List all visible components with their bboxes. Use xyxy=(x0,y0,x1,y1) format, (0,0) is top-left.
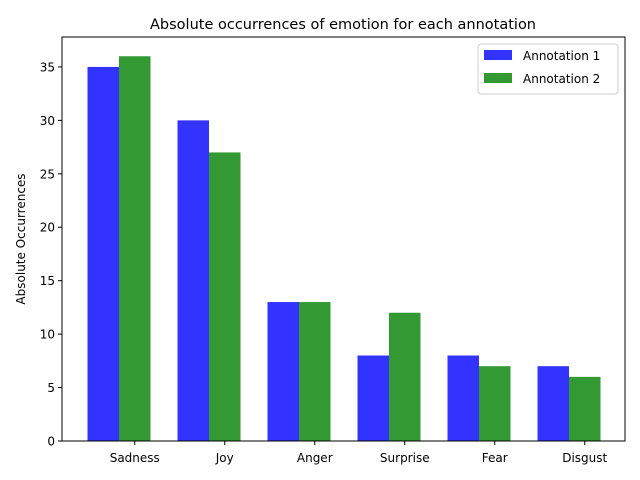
bar-annotation-2-sadness xyxy=(119,56,151,441)
legend-label-annotation-2: Annotation 2 xyxy=(523,72,600,86)
y-tick-label: 30 xyxy=(40,114,55,128)
bars-group xyxy=(87,56,601,441)
x-tick-label-surprise: Surprise xyxy=(380,451,430,465)
x-tick-label-anger: Anger xyxy=(297,451,333,465)
legend-box xyxy=(477,43,619,95)
bar-annotation-1-sadness xyxy=(87,66,119,441)
legend: Annotation 1 Annotation 2 xyxy=(477,43,619,95)
x-tick-label-disgust: Disgust xyxy=(562,451,607,465)
legend-label-annotation-1: Annotation 1 xyxy=(523,49,600,63)
bar-annotation-1-fear xyxy=(447,355,479,441)
y-tick-label: 35 xyxy=(40,60,55,74)
plot-area-frame xyxy=(61,36,626,442)
y-tick-label: 10 xyxy=(40,328,55,342)
bar-annotation-2-joy xyxy=(209,152,241,441)
x-tick-label-sadness: Sadness xyxy=(110,451,160,465)
bar-annotation-1-surprise xyxy=(357,355,389,441)
y-tick-label: 20 xyxy=(40,221,55,235)
legend-swatch-annotation-1 xyxy=(484,50,512,60)
y-tick-label: 15 xyxy=(40,274,55,288)
bar-annotation-2-surprise xyxy=(389,312,421,441)
legend-swatch-annotation-2 xyxy=(484,73,512,83)
bar-annotation-1-anger xyxy=(267,302,299,441)
x-tick-label-joy: Joy xyxy=(215,451,234,465)
y-axis-ticks: 0 5 10 15 20 25 30 35 xyxy=(40,60,62,449)
bar-annotation-1-disgust xyxy=(537,366,569,441)
y-tick-label: 0 xyxy=(47,435,55,449)
bar-annotation-2-fear xyxy=(479,366,511,441)
bar-annotation-2-anger xyxy=(299,302,331,441)
bar-annotation-2-disgust xyxy=(569,376,601,441)
y-tick-label: 5 xyxy=(47,381,55,395)
x-axis-ticks: Sadness Joy Anger Surprise Fear Disgust xyxy=(110,441,608,465)
y-axis-label: Absolute Occurrences xyxy=(14,173,28,304)
x-tick-label-fear: Fear xyxy=(482,451,508,465)
bar-annotation-1-joy xyxy=(177,120,209,441)
chart-title: Absolute occurrences of emotion for each… xyxy=(150,17,536,33)
y-tick-label: 25 xyxy=(40,167,55,181)
